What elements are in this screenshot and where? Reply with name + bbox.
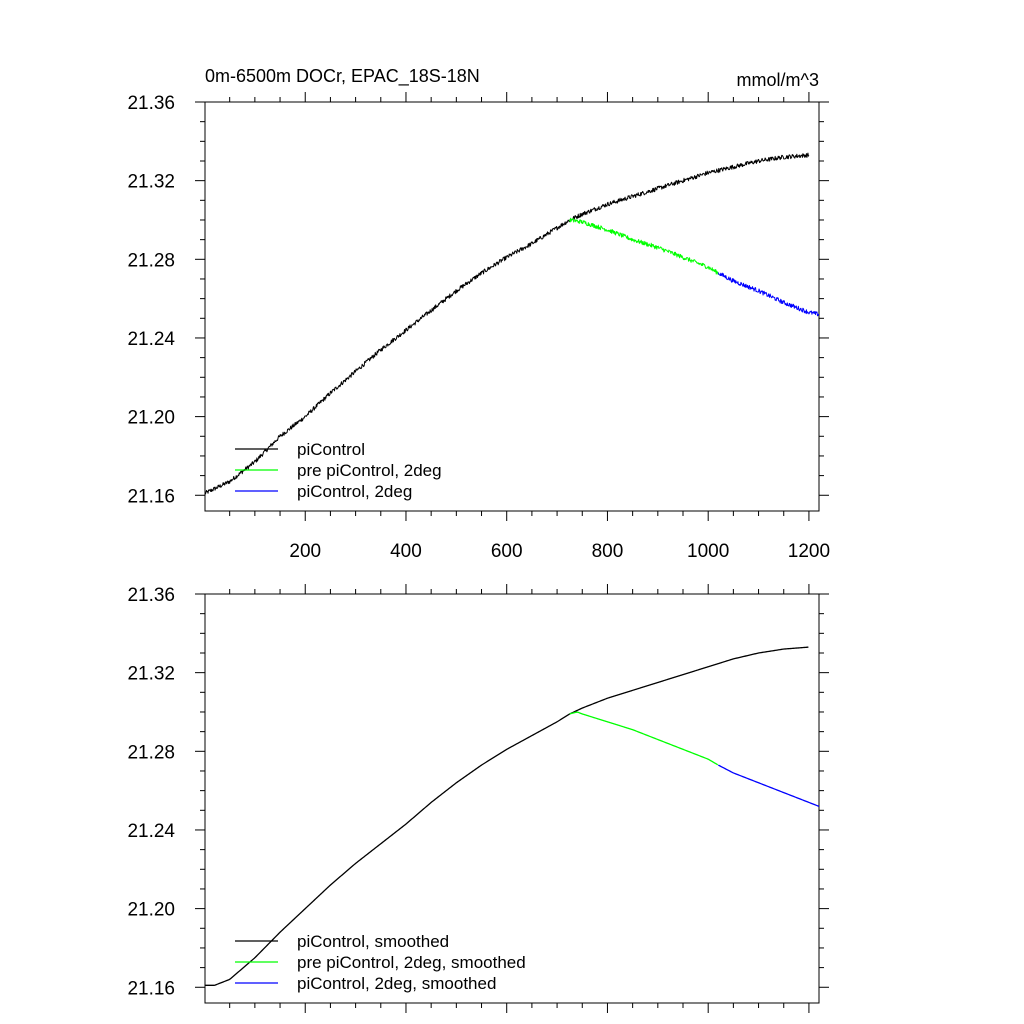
tick-marks — [195, 92, 829, 521]
y-tick-labels: 21.16 21.20 21.24 21.28 21.32 21.36 — [127, 585, 175, 999]
y-tick-label: 21.28 — [127, 742, 175, 763]
plot-frame — [204, 593, 820, 1004]
x-tick-label: 400 — [390, 541, 422, 562]
series-line-2 — [717, 764, 819, 807]
series-line-0 — [205, 646, 809, 986]
series-lines — [205, 646, 819, 986]
y-tick-label: 21.32 — [127, 172, 175, 193]
y-tick-label: 21.24 — [127, 821, 175, 842]
legend-label: pre piControl, 2deg, smoothed — [297, 953, 526, 972]
y-tick-label: 21.16 — [127, 486, 175, 507]
units-label: mmol/m^3 — [737, 70, 819, 90]
legend-label: piControl, smoothed — [297, 932, 449, 951]
legend-label: piControl, 2deg, smoothed — [297, 974, 496, 993]
chart-title: 0m-6500m DOCr, EPAC_18S-18N — [205, 66, 480, 87]
series-lines — [205, 152, 819, 495]
y-tick-label: 21.28 — [127, 250, 175, 271]
y-tick-label: 21.32 — [127, 664, 175, 685]
x-tick-label: 600 — [491, 541, 523, 562]
plot-frame — [204, 101, 820, 512]
y-tick-label: 21.16 — [127, 978, 175, 999]
series-line-1 — [569, 217, 719, 275]
legend-label: pre piControl, 2deg — [297, 461, 442, 480]
y-tick-label: 21.24 — [127, 329, 175, 350]
top-panel: 0m-6500m DOCr, EPAC_18S-18N mmol/m^3 21.… — [127, 66, 830, 562]
legend-label: piControl, 2deg — [297, 482, 412, 501]
x-tick-label: 1200 — [788, 541, 830, 562]
tick-marks — [195, 584, 829, 1013]
x-tick-label: 800 — [592, 541, 624, 562]
y-tick-label: 21.36 — [127, 585, 175, 606]
series-line-2 — [717, 272, 819, 317]
x-tick-labels: 200 400 600 800 1000 1200 — [289, 541, 830, 562]
y-tick-label: 21.36 — [127, 93, 175, 114]
x-tick-label: 200 — [289, 541, 321, 562]
series-line-0 — [205, 152, 810, 495]
legend: piControl, smoothed pre piControl, 2deg, … — [235, 932, 526, 993]
series-line-1 — [569, 711, 719, 766]
y-tick-label: 21.20 — [127, 900, 175, 921]
legend: piControl pre piControl, 2deg piControl, 2… — [235, 440, 442, 501]
legend-label: piControl — [297, 440, 365, 459]
bottom-panel: 21.16 21.20 21.24 21.28 21.32 21.36 piControl… — [127, 584, 829, 1013]
y-tick-label: 21.20 — [127, 408, 175, 429]
x-tick-label: 1000 — [687, 541, 729, 562]
y-tick-labels: 21.16 21.20 21.24 21.28 21.32 21.36 — [127, 93, 175, 507]
